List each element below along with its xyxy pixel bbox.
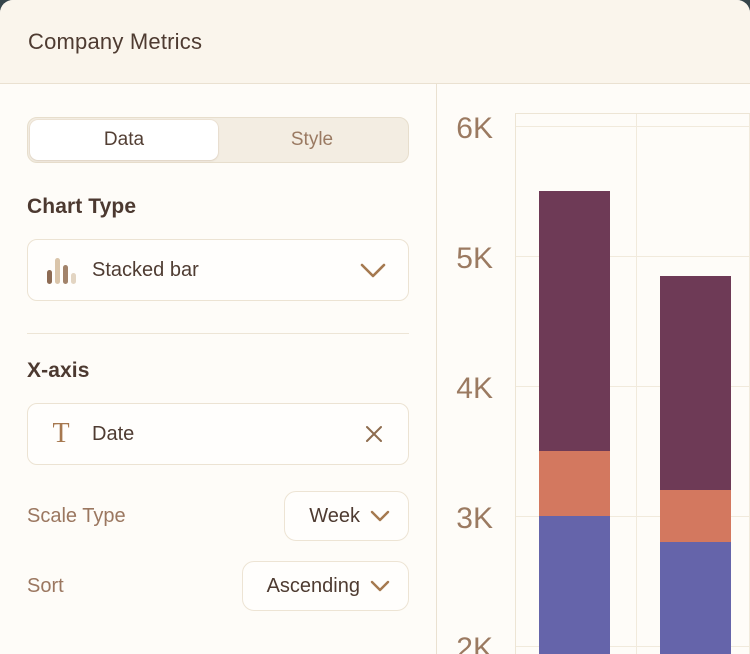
chevron-down-icon — [360, 263, 386, 277]
y-axis-tick-label: 6K — [456, 112, 493, 145]
bar-segment-segment-bottom[interactable] — [539, 516, 610, 654]
y-axis-tick-label: 3K — [456, 502, 493, 535]
chart-type-heading: Chart Type — [27, 195, 137, 218]
sort-value: Ascending — [266, 574, 360, 597]
y-axis-tick-label: 5K — [456, 242, 493, 275]
config-panel: Data Style Chart Type Stacked bar X-axis… — [0, 84, 437, 654]
chart-type-value: Stacked bar — [92, 258, 199, 281]
gridline-horizontal — [516, 256, 750, 257]
sort-label: Sort — [27, 574, 64, 597]
text-property-icon: T — [52, 418, 70, 449]
gridline-vertical — [636, 114, 637, 654]
bar-segment-segment-bottom[interactable] — [660, 542, 731, 654]
gridline-horizontal — [516, 516, 750, 517]
chevron-down-icon — [370, 580, 390, 592]
scale-type-value: Week — [309, 504, 360, 527]
stacked-bar[interactable] — [660, 275, 731, 654]
bar-segment-segment-top[interactable] — [660, 275, 731, 490]
sort-select[interactable]: Ascending — [241, 561, 409, 611]
page-title: Company Metrics — [28, 28, 203, 54]
clear-x-axis-button[interactable] — [362, 422, 386, 446]
x-axis-field[interactable]: T Date — [27, 403, 409, 465]
bar-segment-segment-top[interactable] — [539, 191, 610, 451]
chart-preview: 6K 5K 4K 3K 2K — [437, 84, 750, 654]
y-axis-tick-label: 4K — [456, 372, 493, 405]
window-header: Company Metrics — [0, 0, 750, 84]
x-axis-field-value: Date — [92, 422, 135, 445]
chevron-down-icon — [370, 510, 390, 522]
gridline-horizontal — [516, 386, 750, 387]
bar-segment-segment-middle[interactable] — [539, 451, 610, 516]
sort-row: Sort Ascending — [27, 561, 409, 611]
section-divider — [27, 333, 409, 334]
gridline-horizontal — [516, 126, 750, 127]
x-axis-heading: X-axis — [27, 359, 90, 382]
tab-style[interactable]: Style — [218, 120, 406, 160]
stacked-bar-chart-icon — [46, 256, 76, 284]
stacked-bar[interactable] — [539, 191, 610, 654]
y-axis-tick-label: 2K — [456, 632, 493, 654]
bar-segment-segment-middle[interactable] — [660, 490, 731, 542]
scale-type-select[interactable]: Week — [284, 491, 409, 541]
tab-data[interactable]: Data — [30, 120, 218, 160]
tab-switcher: Data Style — [27, 117, 409, 163]
content-area: Data Style Chart Type Stacked bar X-axis… — [0, 84, 750, 654]
close-icon — [366, 426, 382, 442]
plot-area — [515, 113, 750, 654]
chart-type-select[interactable]: Stacked bar — [27, 239, 409, 301]
gridline-horizontal — [516, 646, 750, 647]
scale-type-label: Scale Type — [27, 504, 126, 527]
scale-type-row: Scale Type Week — [27, 491, 409, 541]
